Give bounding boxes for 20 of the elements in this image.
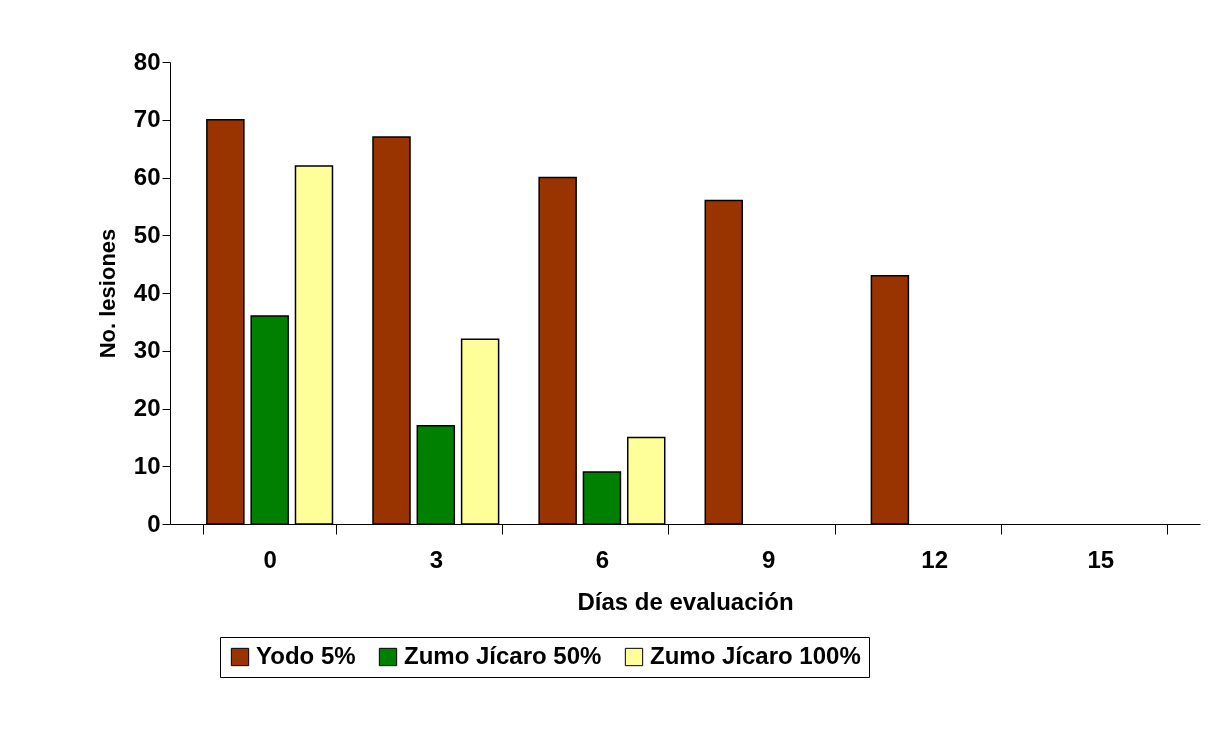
legend-label: Zumo Jícaro 50%	[404, 642, 602, 669]
y-tick-label: 40	[133, 278, 161, 306]
x-axis-title: Días de evaluación	[577, 587, 794, 615]
y-tick-label: 0	[147, 509, 161, 537]
x-tick-label: 0	[263, 545, 277, 573]
legend-label: Zumo Jícaro 100%	[650, 642, 861, 669]
x-tick-label: 3	[429, 545, 443, 573]
x-tick-label: 15	[1087, 545, 1115, 573]
y-tick-label: 60	[133, 163, 161, 190]
y-axis-title: No. lesiones	[94, 228, 120, 359]
x-tick-label: 6	[595, 545, 610, 573]
y-tick-label: 20	[133, 394, 161, 421]
x-tick-label: 9	[761, 545, 776, 573]
y-tick-label: 10	[133, 451, 161, 479]
y-tick-label: 50	[133, 220, 161, 248]
y-tick-label: 30	[133, 336, 161, 364]
legend-label: Yodo 5%	[256, 642, 356, 669]
x-tick-label: 12	[921, 545, 949, 573]
y-tick-label: 70	[133, 105, 161, 133]
y-tick-label: 80	[133, 47, 161, 75]
